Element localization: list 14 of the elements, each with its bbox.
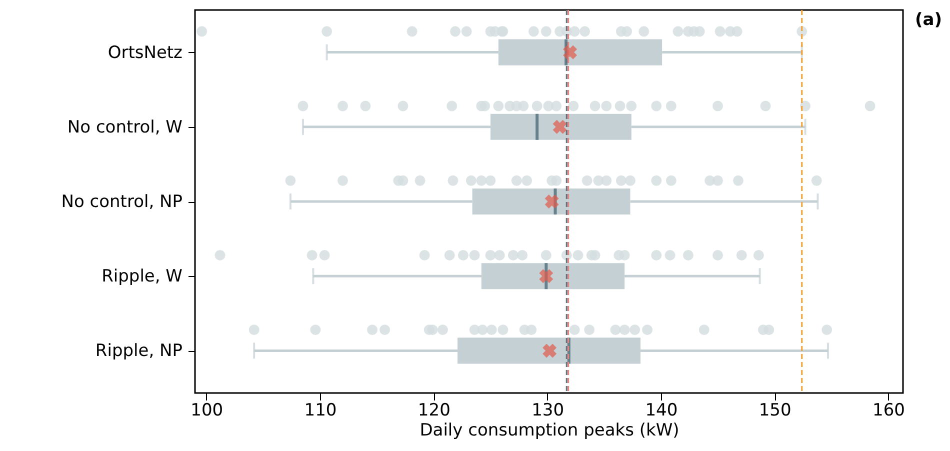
x-tick-label: 120 — [418, 400, 450, 420]
x-tick-label: 100 — [190, 400, 224, 420]
y-tick-label: No control, NP — [61, 192, 182, 212]
x-tick-label: 160 — [872, 400, 905, 420]
y-tick-label: Ripple, NP — [95, 341, 182, 362]
text: (a) — [915, 10, 942, 30]
x-tick-label: 140 — [645, 400, 678, 420]
y-tick-label: Ripple, W — [102, 266, 183, 287]
x-axis-title: Daily consumption peaks (kW) — [420, 420, 680, 440]
y-tick-label: No control, W — [67, 117, 183, 138]
y-tick-label: OrtsNetz — [108, 42, 183, 63]
x-tick-label: 130 — [532, 400, 564, 420]
x-tick-label: 150 — [758, 400, 792, 420]
x-tick-label: 110 — [304, 400, 337, 420]
